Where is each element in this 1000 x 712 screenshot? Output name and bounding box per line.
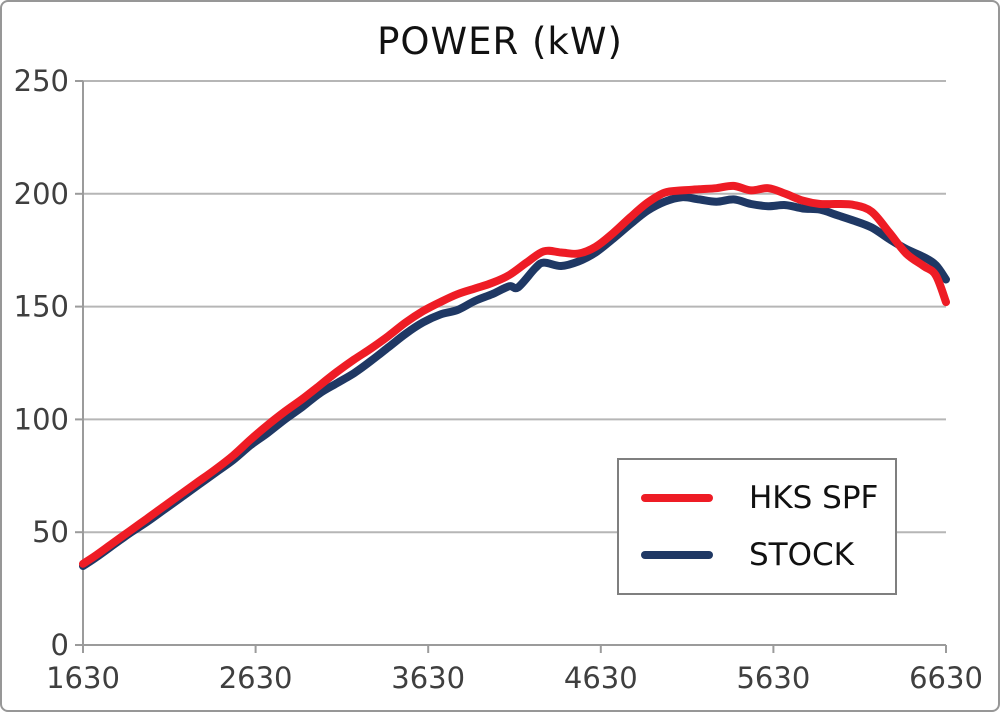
x-tick-label: 4630 [564, 661, 638, 695]
hks-spf-line-icon [641, 494, 713, 503]
legend-item-stock: STOCK [619, 537, 895, 573]
legend-box: HKS SPF STOCK [617, 458, 897, 595]
legend-label-stock: STOCK [749, 536, 854, 573]
y-tick-label: 250 [14, 64, 69, 98]
x-tick-label: 2630 [219, 661, 293, 695]
y-tick-label: 0 [51, 628, 69, 662]
y-tick-label: 200 [14, 177, 69, 211]
y-tick-label: 100 [14, 402, 69, 436]
x-tick-label: 5630 [736, 661, 810, 695]
chart-title: POWER (kW) [377, 20, 623, 63]
x-tick-label: 3630 [391, 661, 465, 695]
y-tick-label: 150 [14, 290, 69, 324]
x-tick-label: 1630 [46, 661, 120, 695]
legend-item-hks-spf: HKS SPF [619, 480, 895, 516]
stock-line-icon [641, 550, 713, 559]
x-tick-label: 6630 [909, 661, 983, 695]
series-line-hks-spf [79, 181, 950, 568]
legend-label-hks-spf: HKS SPF [749, 480, 879, 517]
y-tick-label: 50 [32, 515, 69, 549]
